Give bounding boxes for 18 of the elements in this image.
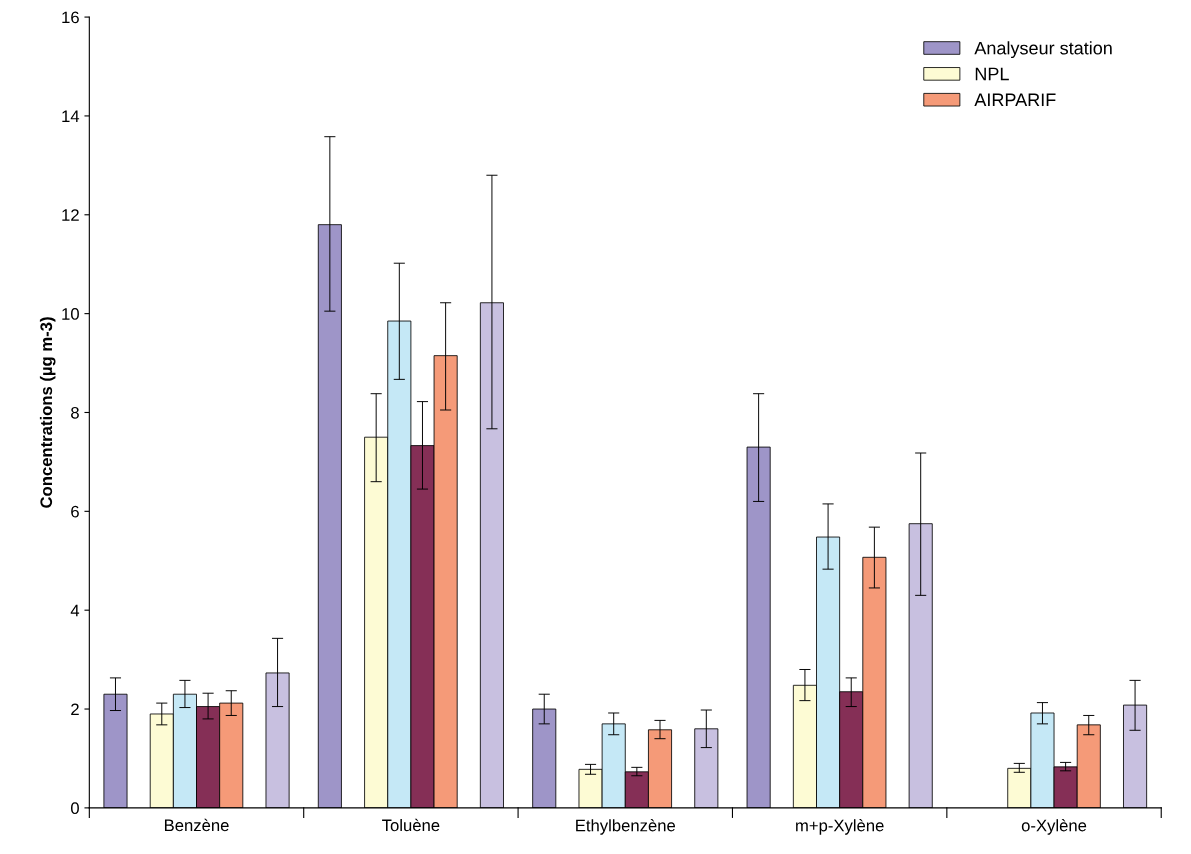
y-tick-label: 10	[62, 308, 79, 320]
y-tick-label: 16	[62, 11, 79, 24]
y-tick-label: 4	[70, 604, 80, 617]
x-tick-label: m+p-Xylène	[796, 819, 884, 835]
y-tick-label: 0	[70, 802, 79, 815]
y-axis-title: Concentrations (µg m-3)	[39, 317, 56, 508]
legend-label: AIRPARIF	[974, 93, 1056, 107]
y-tick-label: 8	[71, 406, 79, 419]
y-tick-label: 12	[62, 209, 79, 221]
y-tick-label: 2	[71, 703, 79, 716]
x-tick-label: Benzène	[164, 818, 229, 832]
y-tick-label: 6	[71, 505, 79, 518]
x-tick-label: Ethylbenzène	[576, 819, 676, 835]
x-tick-label: o-Xylène	[1021, 819, 1087, 835]
x-tick-label: Toluène	[382, 818, 440, 832]
y-tick-label: 14	[62, 110, 80, 122]
legend-label: Analyseur station	[974, 41, 1112, 59]
legend-label: NPL	[975, 67, 1009, 81]
